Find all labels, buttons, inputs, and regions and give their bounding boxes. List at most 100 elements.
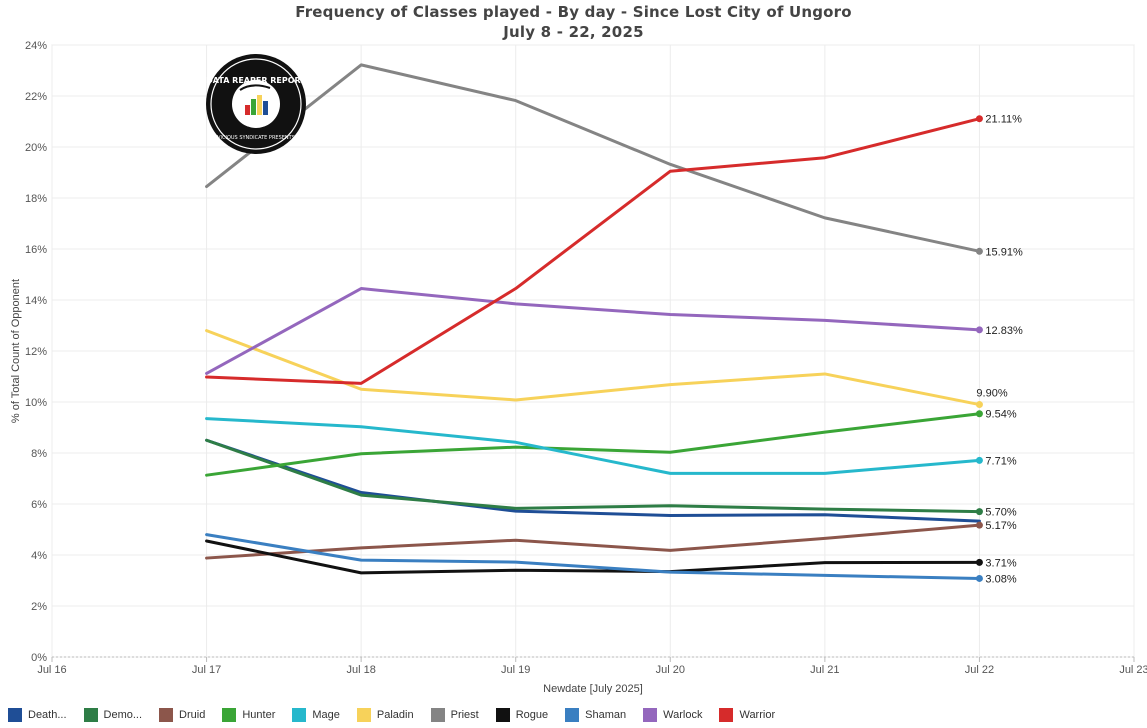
legend-item[interactable]: Warrior	[719, 708, 775, 722]
y-tick-label: 14%	[25, 295, 47, 307]
series-end-point-4	[975, 456, 983, 464]
end-label-10: 21.11%	[985, 114, 1022, 126]
legend-label: Rogue	[515, 709, 549, 721]
end-label-3: 9.54%	[985, 409, 1016, 421]
series-line-9	[205, 287, 981, 375]
series-end-point-1	[975, 508, 983, 516]
legend-swatch	[159, 708, 174, 722]
grid	[51, 44, 1135, 658]
x-axis-title: Newdate [July 2025]	[543, 683, 643, 695]
series-line-7	[205, 539, 981, 575]
x-tick-label: Jul 17	[192, 664, 221, 676]
y-tick-label: 12%	[25, 346, 47, 358]
y-axis-title: % of Total Count of Opponent	[10, 279, 22, 423]
x-tick-label: Jul 23	[1119, 664, 1147, 676]
legend-label: Hunter	[242, 709, 276, 721]
x-tick-label: Jul 21	[810, 664, 839, 676]
logo-text-bottom: VICIOUS SYNDICATE PRESENTS	[217, 135, 295, 141]
legend-label: Warrior	[739, 709, 776, 721]
series-end-point-7	[975, 558, 983, 566]
legend-item[interactable]: Shaman	[565, 708, 626, 722]
series-line-3	[205, 412, 981, 477]
series-line-5	[205, 329, 981, 407]
legend-swatch	[430, 708, 445, 722]
end-label-6: 15.91%	[985, 246, 1023, 258]
line-chart: 0% 2% 4% 6% 8% 10% 12% 14% 16% 18% 20% 22% 24% Jul 16…	[10, 40, 1147, 695]
legend-label: Druid	[179, 709, 206, 721]
legend-label: Shaman	[585, 709, 627, 721]
legend-swatch	[719, 708, 734, 722]
legend-swatch	[8, 708, 22, 722]
y-tick-label: 22%	[25, 91, 47, 103]
end-label-2: 5.17%	[985, 520, 1016, 532]
series-end-point-6	[975, 247, 983, 255]
legend-item[interactable]: Mage	[292, 708, 340, 722]
end-label-7: 3.71%	[985, 557, 1016, 569]
y-tick-label: 10%	[25, 397, 47, 409]
y-tick-label: 18%	[25, 193, 47, 205]
logo-bar-green	[251, 99, 256, 115]
legend-label: Warlock	[663, 709, 703, 721]
legend-item[interactable]: Paladin	[356, 708, 414, 722]
legend-swatch	[356, 708, 371, 722]
logo-bar-red	[245, 105, 250, 115]
legend-swatch	[643, 708, 658, 722]
series-line-8	[205, 533, 981, 580]
legend-label: Mage	[312, 709, 340, 721]
legend-swatch	[292, 708, 307, 722]
series-line-4	[205, 417, 981, 475]
end-label-1: 5.70%	[985, 507, 1016, 519]
y-tick-label: 0%	[31, 652, 47, 664]
end-label-8: 3.08%	[985, 573, 1016, 585]
legend-label: Paladin	[376, 709, 414, 721]
logo-text-top: DATA REAPER REPORT	[206, 76, 306, 85]
x-tick-label: Jul 19	[501, 664, 530, 676]
legend-swatch	[222, 708, 237, 722]
legend-label: Demo...	[103, 709, 143, 721]
legend-item[interactable]: Priest	[430, 708, 479, 722]
series-line-0	[205, 438, 981, 523]
series-end-point-8	[975, 574, 983, 582]
legend-item[interactable]: Druid	[159, 708, 205, 722]
data-reaper-report-logo: DATA REAPER REPORT VICIOUS SYNDICATE PRE…	[206, 54, 306, 154]
legend: Death... Demo... Druid Hunter Mage Paladin Pri…	[8, 706, 792, 724]
chart-subtitle: July 8 - 22, 2025	[503, 23, 644, 41]
end-label-9: 12.83%	[985, 325, 1023, 337]
series-end-point-9	[975, 326, 983, 334]
legend-item[interactable]: Hunter	[222, 708, 275, 722]
y-tick-label: 24%	[25, 40, 47, 52]
series-lines	[205, 63, 983, 582]
end-label-4: 7.71%	[985, 455, 1016, 467]
end-labels: 5.70%5.17% 9.54% 7.71% 9.90% 15.91% 3.71% 3.08…	[976, 114, 1023, 586]
y-tick-label: 8%	[31, 448, 47, 460]
legend-label: Priest	[450, 709, 479, 721]
series-end-point-3	[975, 410, 983, 418]
logo-outer-ring	[210, 58, 302, 150]
y-tick-label: 20%	[25, 142, 47, 154]
series-line-1	[205, 438, 981, 514]
legend-swatch	[495, 708, 510, 722]
legend-swatch	[565, 708, 580, 722]
series-line-2	[205, 523, 981, 560]
x-tick-label: Jul 18	[346, 664, 375, 676]
series-end-point-10	[975, 115, 983, 123]
series-end-point-2	[975, 521, 983, 529]
legend-item[interactable]: Demo...	[83, 708, 143, 722]
chart-title-block: Frequency of Classes played - By day - S…	[0, 2, 1147, 42]
legend-item[interactable]: Rogue	[495, 708, 549, 722]
x-tick-label: Jul 16	[37, 664, 66, 676]
end-label-5: 9.90%	[976, 388, 1007, 400]
x-tick-label: Jul 20	[656, 664, 685, 676]
y-tick-label: 4%	[31, 550, 47, 562]
logo-bar-blue	[263, 101, 268, 115]
logo-bar-yellow	[257, 95, 262, 115]
legend-item[interactable]: Warlock	[643, 708, 702, 722]
logo-scythe-icon	[239, 84, 271, 91]
legend-item[interactable]: Death...	[8, 708, 67, 722]
x-tick-label: Jul 22	[965, 664, 994, 676]
y-tick-label: 6%	[31, 499, 47, 511]
y-tick-label: 16%	[25, 244, 47, 256]
y-tick-label: 2%	[31, 601, 47, 613]
series-line-10	[205, 117, 981, 385]
legend-swatch	[83, 708, 98, 722]
